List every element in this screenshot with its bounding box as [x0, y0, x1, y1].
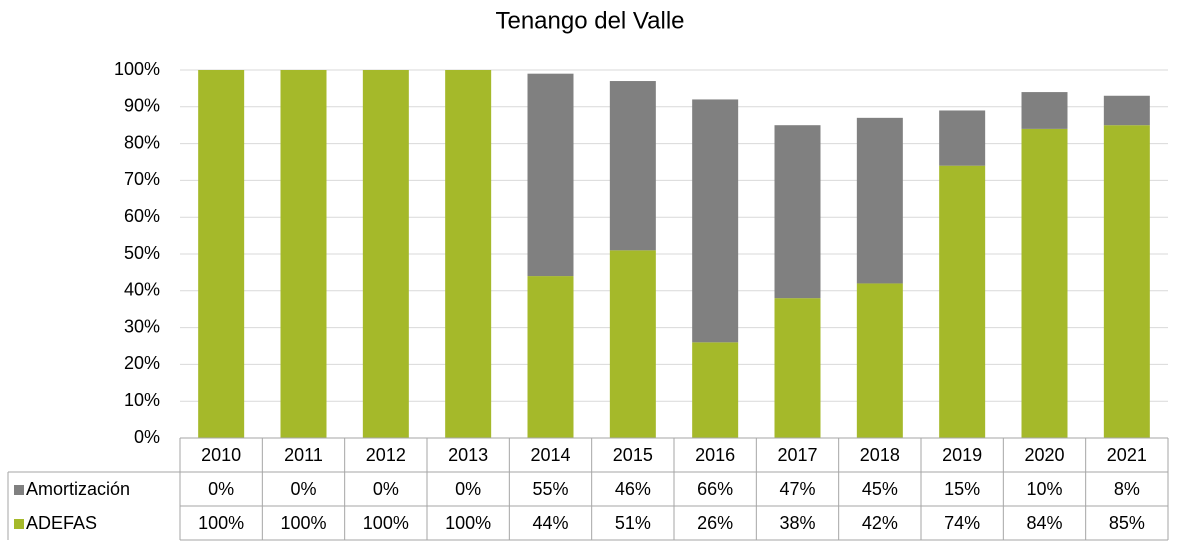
x-tick-label: 2018: [860, 445, 900, 465]
chart-title: Tenango del Valle: [495, 7, 684, 34]
bar-segment: [692, 342, 739, 438]
table-value: 84%: [1026, 513, 1062, 533]
bar-segment: [527, 73, 574, 277]
table-value: 55%: [532, 479, 568, 499]
legend-swatch: [14, 519, 24, 529]
table-value: 44%: [532, 513, 568, 533]
bar-segment: [939, 165, 986, 438]
table-value: 0%: [208, 479, 234, 499]
x-tick-label: 2021: [1107, 445, 1147, 465]
table-value: 0%: [290, 479, 316, 499]
table-value: 26%: [697, 513, 733, 533]
table-value: 0%: [455, 479, 481, 499]
x-tick-label: 2013: [448, 445, 488, 465]
y-tick-label: 30%: [124, 316, 160, 336]
bar-segment: [445, 70, 492, 438]
bar-segment: [1021, 92, 1068, 129]
bar-segment: [609, 81, 656, 251]
bar-segment: [939, 110, 986, 166]
table-value: 100%: [445, 513, 491, 533]
x-tick-label: 2016: [695, 445, 735, 465]
x-tick-label: 2020: [1024, 445, 1064, 465]
x-tick-label: 2014: [530, 445, 570, 465]
bar-segment: [198, 70, 245, 438]
table-value: 100%: [198, 513, 244, 533]
x-tick-label: 2010: [201, 445, 241, 465]
table-value: 42%: [862, 513, 898, 533]
legend-swatch: [14, 485, 24, 495]
table-value: 100%: [363, 513, 409, 533]
y-tick-label: 20%: [124, 353, 160, 373]
legend-label: ADEFAS: [26, 513, 97, 533]
y-tick-label: 100%: [114, 59, 160, 79]
bar-segment: [1103, 95, 1150, 126]
y-tick-label: 60%: [124, 206, 160, 226]
bar-segment: [856, 117, 903, 284]
x-tick-label: 2011: [284, 445, 323, 465]
x-tick-label: 2012: [366, 445, 406, 465]
y-tick-label: 10%: [124, 390, 160, 410]
y-tick-label: 80%: [124, 132, 160, 152]
table-value: 47%: [779, 479, 815, 499]
bar-segment: [774, 125, 821, 299]
bar-segment: [1103, 125, 1150, 438]
table-value: 74%: [944, 513, 980, 533]
table-value: 0%: [373, 479, 399, 499]
table-value: 8%: [1114, 479, 1140, 499]
table-value: 85%: [1109, 513, 1145, 533]
x-tick-label: 2015: [613, 445, 653, 465]
table-value: 46%: [615, 479, 651, 499]
y-tick-label: 40%: [124, 280, 160, 300]
table-value: 100%: [280, 513, 326, 533]
bar-segment: [856, 283, 903, 438]
bar-segment: [527, 276, 574, 438]
bar-segment: [692, 99, 739, 343]
bar-segment: [609, 250, 656, 438]
y-tick-label: 50%: [124, 243, 160, 263]
table-value: 15%: [944, 479, 980, 499]
x-tick-label: 2017: [777, 445, 817, 465]
table-value: 45%: [862, 479, 898, 499]
y-tick-label: 70%: [124, 169, 160, 189]
bar-segment: [280, 70, 327, 438]
table-value: 38%: [779, 513, 815, 533]
y-tick-label: 0%: [134, 427, 160, 447]
x-tick-label: 2019: [942, 445, 982, 465]
bar-segment: [1021, 128, 1068, 438]
bar-segment: [362, 70, 409, 438]
bar-segment: [774, 298, 821, 438]
legend-label: Amortización: [26, 479, 130, 499]
table-value: 51%: [615, 513, 651, 533]
y-tick-label: 90%: [124, 96, 160, 116]
table-value: 66%: [697, 479, 733, 499]
table-value: 10%: [1026, 479, 1062, 499]
